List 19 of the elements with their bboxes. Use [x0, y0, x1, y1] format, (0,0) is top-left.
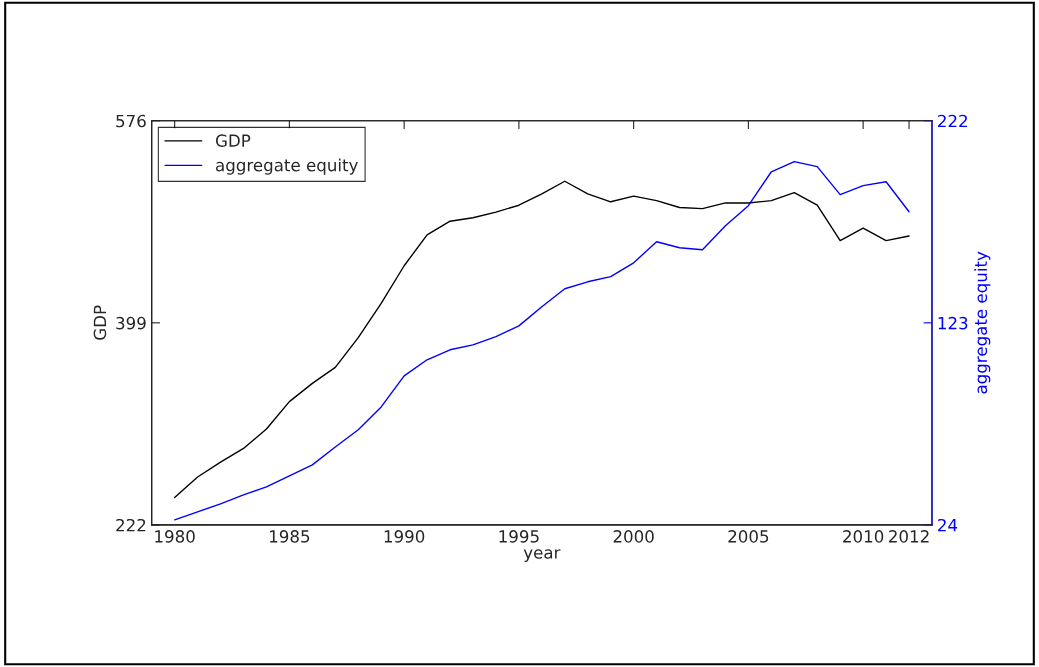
y-axis-title: GDP [93, 305, 107, 340]
y2-axis-title: aggregate equity [974, 251, 991, 394]
legend-label: GDP [215, 134, 251, 147]
y2-tick-label: 222 [938, 114, 967, 128]
x-axis-title: year [523, 549, 561, 563]
x-tick-label: 1990 [384, 530, 425, 543]
y2-tick-label: 24 [938, 518, 958, 532]
x-tick-label: 1995 [499, 530, 539, 543]
x-tick-label: 1985 [270, 530, 310, 543]
x-tick-label: 2010 [843, 530, 884, 543]
y-tick-label: 576 [116, 114, 146, 128]
y-tick-label: 399 [116, 316, 146, 330]
x-tick-label: 1980 [155, 530, 195, 543]
x-tick-label: 2012 [889, 530, 929, 543]
y-tick-label: 222 [116, 518, 146, 532]
x-tick-label: 2005 [728, 530, 769, 543]
x-tick-label: 2000 [613, 530, 654, 543]
legend-label: aggregate equity [216, 158, 358, 175]
y2-tick-label: 123 [938, 316, 968, 330]
